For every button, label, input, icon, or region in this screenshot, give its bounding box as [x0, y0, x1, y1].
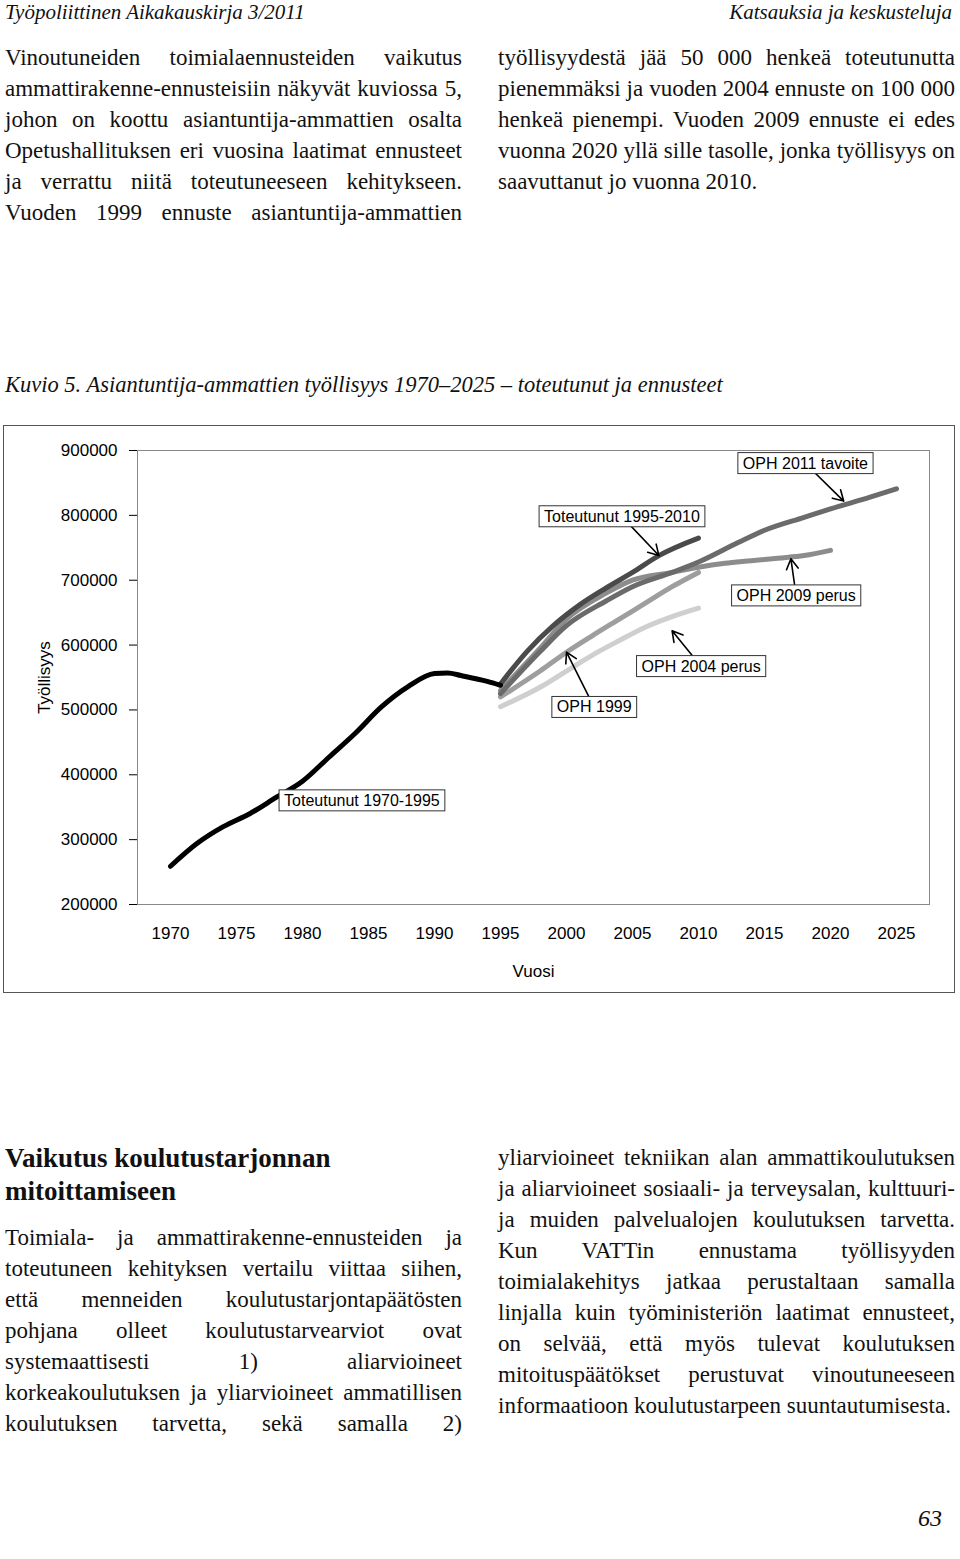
svg-text:500000: 500000 — [61, 700, 118, 719]
html-text:Kuvio 5. Asiantuntija-ammattie: Kuvio 5. Asiantuntija-ammattien työllisy… — [5, 372, 723, 397]
svg-text:OPH 1999: OPH 1999 — [557, 698, 632, 715]
svg-text:Toteutunut 1970-1995: Toteutunut 1970-1995 — [284, 792, 440, 809]
svg-text:200000: 200000 — [61, 895, 118, 914]
svg-text:Toteutunut 1995-2010: Toteutunut 1995-2010 — [544, 508, 700, 525]
svg-text:1990: 1990 — [416, 924, 454, 943]
svg-text:1980: 1980 — [284, 924, 322, 943]
svg-text:OPH 2009 perus: OPH 2009 perus — [737, 587, 856, 604]
svg-text:900000: 900000 — [61, 441, 118, 460]
svg-text:2020: 2020 — [812, 924, 850, 943]
svg-text:700000: 700000 — [61, 571, 118, 590]
svg-text:800000: 800000 — [61, 506, 118, 525]
html-text:Vaikutus koulutustarjonnan mit: Vaikutus koulutustarjonnan mitoittamisee… — [5, 1143, 331, 1206]
svg-text:OPH 2011 tavoite: OPH 2011 tavoite — [743, 455, 868, 472]
html-text:Katsauksia ja keskusteluja: Katsauksia ja keskusteluja — [729, 0, 952, 24]
svg-text:600000: 600000 — [61, 636, 118, 655]
svg-text:400000: 400000 — [61, 765, 118, 784]
html-text:Työpoliittinen Aikakauskirja 3: Työpoliittinen Aikakauskirja 3/2011 — [5, 0, 305, 24]
svg-text:Työllisyys: Työllisyys — [35, 641, 54, 714]
svg-text:Vuosi: Vuosi — [513, 962, 555, 981]
svg-text:300000: 300000 — [61, 830, 118, 849]
html-text:Toimiala- ja ammattirakenne-en: Toimiala- ja ammattirakenne-ennusteiden … — [5, 1145, 955, 1436]
svg-text:OPH 2004 perus: OPH 2004 perus — [642, 658, 761, 675]
svg-text:2005: 2005 — [614, 924, 652, 943]
svg-text:1970: 1970 — [152, 924, 190, 943]
svg-text:2010: 2010 — [680, 924, 718, 943]
svg-text:1985: 1985 — [350, 924, 388, 943]
html-text:63: 63 — [918, 1505, 942, 1531]
svg-text:2000: 2000 — [548, 924, 586, 943]
svg-text:1975: 1975 — [218, 924, 256, 943]
svg-text:1995: 1995 — [482, 924, 520, 943]
svg-text:2015: 2015 — [746, 924, 784, 943]
svg-text:2025: 2025 — [878, 924, 916, 943]
html-text:Vinoutuneiden toimialaennustei: Vinoutuneiden toimialaennusteiden vaikut… — [5, 45, 955, 225]
